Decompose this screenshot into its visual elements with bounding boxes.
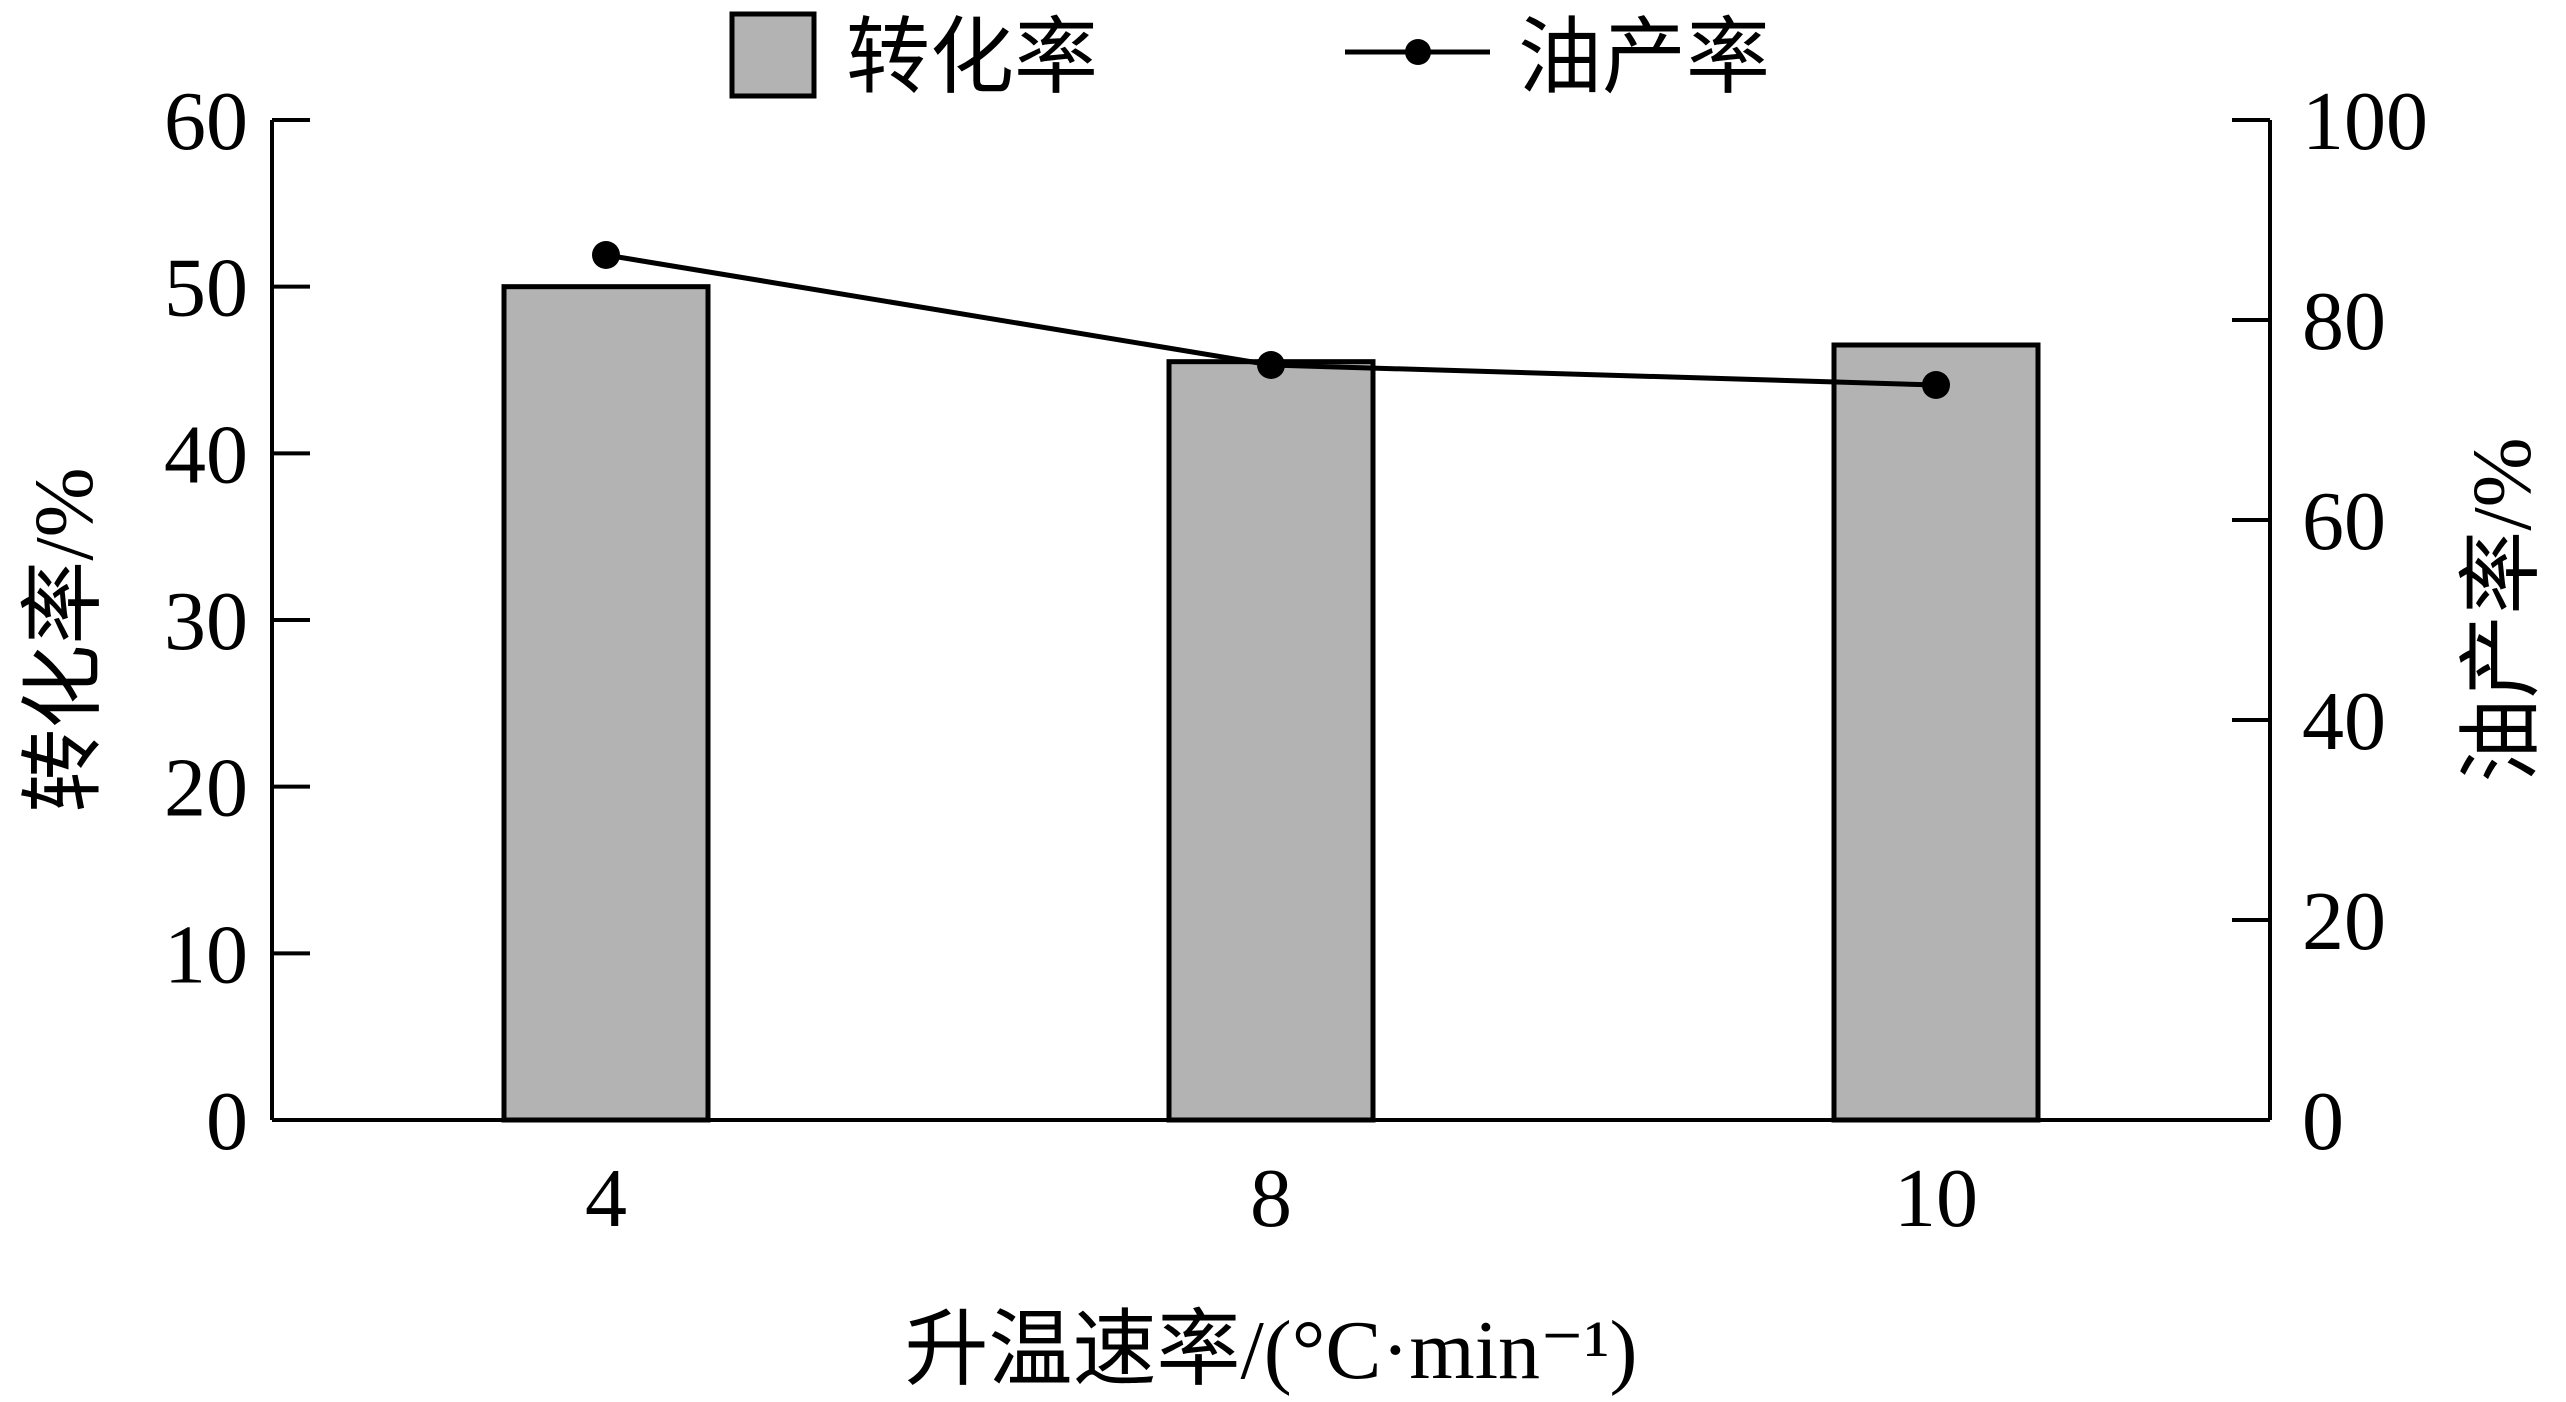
x-tick-label: 8	[1250, 1152, 1292, 1245]
right-y-ticks: 0 20 40 60 80 100	[2232, 75, 2428, 1168]
bar-8	[1166, 359, 1376, 1123]
right-tick-label: 40	[2302, 675, 2386, 768]
left-y-axis-title: 转化率/%	[18, 467, 111, 812]
left-tick-label: 40	[164, 408, 248, 501]
left-tick-label: 30	[164, 575, 248, 668]
right-tick-label: 80	[2302, 275, 2386, 368]
right-tick-label: 20	[2302, 875, 2386, 968]
line-point-10	[1922, 371, 1950, 399]
line-series	[592, 241, 1950, 399]
legend-line-marker	[1405, 39, 1431, 65]
legend-line-label: 油产率	[1518, 12, 1770, 105]
x-tick-label: 10	[1894, 1152, 1978, 1245]
right-tick-label: 0	[2302, 1075, 2344, 1168]
x-axis-title: 升温速率/(°C·min⁻¹)	[904, 1304, 1637, 1397]
legend: 转化率 油产率	[729, 11, 1770, 105]
line-point-8	[1257, 351, 1285, 379]
legend-bar-label: 转化率	[846, 12, 1098, 105]
legend-bar-swatch	[729, 11, 817, 99]
left-y-ticks: 0 10 20 30 40 50 60	[164, 75, 310, 1168]
left-tick-label: 60	[164, 75, 248, 168]
left-tick-label: 50	[164, 242, 248, 335]
x-ticks: 4 8 10	[585, 1152, 1978, 1245]
left-tick-label: 0	[206, 1075, 248, 1168]
line-point-4	[592, 241, 620, 269]
right-y-axis-title: 油产率/%	[2456, 437, 2549, 782]
right-tick-label: 100	[2302, 75, 2428, 168]
bar-4	[501, 284, 711, 1123]
bar-10	[1831, 342, 2041, 1123]
left-tick-label: 10	[164, 908, 248, 1001]
bars	[501, 284, 2041, 1123]
x-tick-label: 4	[585, 1152, 627, 1245]
right-tick-label: 60	[2302, 475, 2386, 568]
left-tick-label: 20	[164, 742, 248, 835]
